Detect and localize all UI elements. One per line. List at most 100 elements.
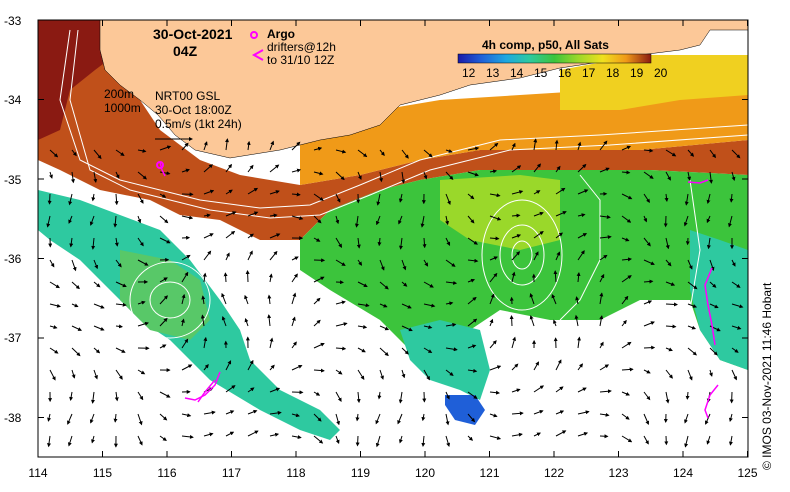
velocity-arrow [687,149,695,157]
velocity-arrow [398,215,403,225]
velocity-arrow [731,259,736,267]
velocity-arrow [709,347,718,356]
velocity-arrow [247,187,259,195]
velocity-arrow [684,435,689,448]
velocity-arrow [200,314,205,327]
velocity-arrow [225,431,235,437]
velocity-arrow [71,325,83,331]
velocity-arrow [335,193,341,203]
velocity-arrow [553,319,557,327]
velocity-arrow [49,369,56,381]
velocity-arrow [247,359,254,371]
velocity-arrow [445,435,451,447]
velocity-arrow [159,413,168,421]
velocity-arrow [49,347,59,354]
velocity-arrow [687,171,692,181]
velocity-arrow [665,347,673,352]
velocity-arrow [269,233,281,239]
velocity-arrow [533,190,541,195]
velocity-arrow [225,211,237,217]
velocity-arrow [706,237,711,250]
velocity-arrow [313,342,325,349]
velocity-arrow [423,281,434,288]
velocity-arrow [225,410,235,415]
velocity-arrow [709,303,719,309]
velocity-arrow [49,281,60,289]
velocity-arrow [375,435,381,448]
velocity-arrow [467,237,478,245]
velocity-arrow [114,237,119,247]
velocity-arrow [335,391,342,402]
velocity-arrow [423,303,436,308]
velocity-arrow [114,391,119,402]
velocity-arrow [445,259,456,267]
velocity-arrow [115,302,127,307]
velocity-arrow [137,237,144,247]
velocity-arrow [291,435,302,440]
velocity-arrow [685,391,690,400]
velocity-arrow [137,413,143,426]
velocity-arrow [357,303,370,308]
velocity-arrow [49,303,61,308]
velocity-arrow [49,149,59,158]
velocity-arrow [489,318,494,327]
velocity-arrow [511,271,516,283]
drifters-label: drifters@12h [267,40,336,54]
velocity-arrow [49,325,58,329]
velocity-arrow [643,148,654,153]
velocity-arrow [313,276,325,283]
velocity-arrow [621,341,632,349]
velocity-arrow [599,254,608,261]
velocity-arrow [709,259,715,272]
velocity-arrow [357,171,362,181]
velocity-arrow [113,413,118,423]
velocity-arrow [401,259,407,271]
velocity-arrow [203,432,214,437]
velocity-arrow [137,321,149,327]
velocity-arrow [709,369,713,377]
velocity-arrow [643,345,656,350]
lon-label: 117 [221,466,242,480]
velocity-arrow [89,413,95,424]
velocity-arrow [225,252,230,261]
drifters-period: to 31/10 12Z [267,53,335,67]
nrt-label: NRT00 GSL [155,89,221,103]
lon-label: 123 [608,466,629,480]
velocity-arrow [71,259,77,272]
velocity-arrow [203,250,212,261]
velocity-arrow [269,164,280,173]
velocity-arrow [69,391,74,401]
velocity-arrow [665,391,670,404]
velocity-arrow [687,281,698,290]
velocity-arrow [115,347,126,353]
velocity-arrow [577,213,586,218]
velocity-arrow [91,193,96,202]
velocity-arrow [379,259,385,271]
velocity-arrow [599,341,604,349]
velocity-arrow [489,169,498,174]
velocity-arrow [335,215,340,225]
velocity-arrow [489,272,498,283]
velocity-arrow [291,256,299,261]
velocity-arrow [401,171,406,184]
velocity-arrow [181,364,193,371]
velocity-arrow [445,193,451,206]
velocity-arrow [511,432,523,437]
velocity-arrow [551,293,557,305]
velocity-arrow [379,303,388,308]
velocity-arrow [93,281,101,288]
velocity-arrow [49,259,55,268]
eddy-central-inner [499,224,545,286]
velocity-arrow [335,369,343,375]
velocity-arrow [511,142,516,151]
velocity-arrow [225,360,232,371]
velocity-arrow [533,409,544,415]
velocity-arrow [377,391,382,400]
velocity-arrow [379,325,390,331]
velocity-arrow [467,391,478,399]
velocity-arrow [137,435,143,446]
lon-label: 116 [157,466,177,480]
velocity-arrow [68,193,73,206]
velocity-arrow [489,435,502,440]
velocity-arrow [313,171,324,176]
